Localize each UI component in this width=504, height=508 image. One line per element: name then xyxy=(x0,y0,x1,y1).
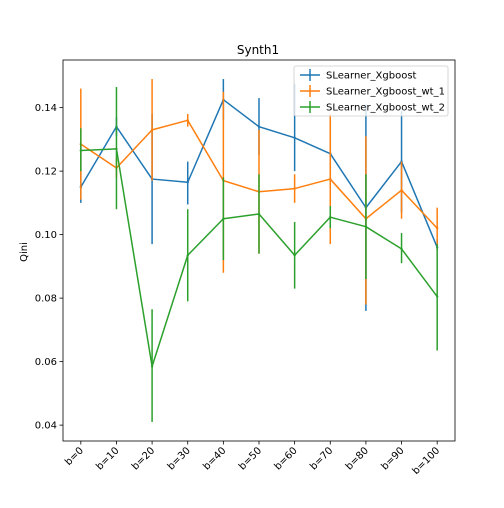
data-point xyxy=(435,295,439,298)
legend-label: SLearner_Xgboost_wt_2 xyxy=(326,103,445,114)
series-3 xyxy=(79,86,439,422)
legend-entry: SLearner_Xgboost_wt_2 xyxy=(300,101,445,114)
y-tick-label: 0.06 xyxy=(35,357,57,368)
data-point xyxy=(329,177,332,181)
data-point xyxy=(257,212,261,216)
data-point xyxy=(400,188,403,192)
y-axis-label: Qini xyxy=(19,242,30,262)
y-tick-label: 0.04 xyxy=(35,421,57,432)
legend-label: SLearner_Xgboost_wt_1 xyxy=(326,87,445,98)
legend: SLearner_Xgboost SLearner_Xgboost_wt_1 SLe… xyxy=(293,65,449,117)
plot-area xyxy=(79,79,439,422)
y-tick-label: 0.12 xyxy=(35,167,57,178)
data-point xyxy=(222,217,225,220)
y-tick-label: 0.14 xyxy=(35,103,57,114)
data-point xyxy=(293,136,296,139)
data-point xyxy=(435,227,439,230)
data-point xyxy=(329,215,332,219)
legend-box xyxy=(293,65,449,117)
data-point xyxy=(115,147,118,151)
y-tick-label: 0.10 xyxy=(35,230,57,241)
legend-entry: SLearner_Xgboost_wt_1 xyxy=(300,85,445,98)
data-point xyxy=(79,149,83,152)
data-point xyxy=(400,247,403,251)
data-point xyxy=(186,119,189,122)
legend-label: SLearner_Xgboost xyxy=(326,71,417,82)
data-point xyxy=(293,187,296,190)
data-point xyxy=(364,225,368,228)
data-point xyxy=(150,128,154,132)
chart-title: Synth1 xyxy=(237,43,279,57)
data-point xyxy=(186,181,189,184)
data-point xyxy=(257,125,261,128)
data-point xyxy=(186,254,189,257)
data-point xyxy=(293,254,296,257)
y-tick-label: 0.08 xyxy=(35,294,57,305)
data-point xyxy=(150,365,154,368)
legend-entry: SLearner_Xgboost xyxy=(300,69,417,82)
